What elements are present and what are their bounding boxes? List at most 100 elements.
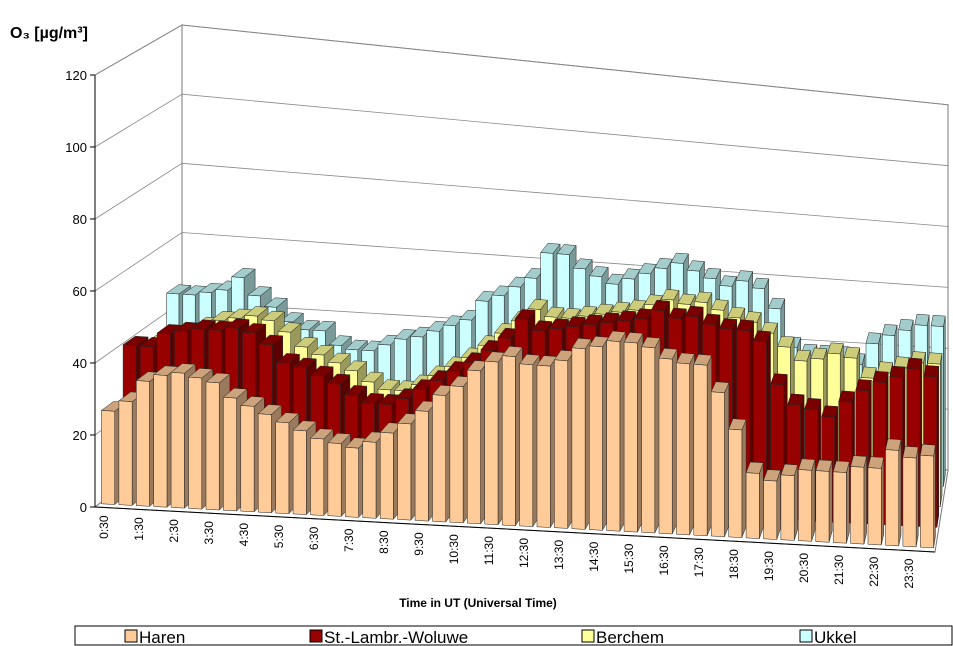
bar-side: [915, 447, 919, 547]
bar-side: [863, 456, 867, 545]
bar: [780, 463, 799, 541]
bar: [571, 337, 592, 531]
bar-side: [776, 470, 781, 540]
x-tick-label: 19:30: [762, 551, 776, 581]
x-tick-label: 9:30: [412, 532, 426, 556]
bar-front: [850, 466, 865, 545]
bar-front: [641, 346, 656, 534]
bar-front: [815, 470, 830, 543]
bar-front: [780, 474, 795, 541]
bar-front: [554, 359, 568, 529]
bar-front: [205, 381, 220, 511]
x-axis: [94, 506, 936, 553]
legend-label: St.-Lambr.-Woluwe: [324, 628, 468, 646]
bar-front: [449, 385, 464, 524]
bar-top: [930, 315, 946, 327]
bar-top: [850, 455, 867, 468]
bar: [623, 332, 644, 533]
bar-top: [881, 324, 898, 336]
x-tick-label: 14:30: [587, 541, 601, 571]
bar: [920, 443, 936, 549]
bar: [536, 355, 558, 529]
x-tick-label: 10:30: [447, 534, 461, 564]
y-tick-label: 80: [73, 212, 87, 227]
bar-front: [536, 364, 551, 528]
bar-side: [898, 439, 902, 546]
bar-top: [843, 346, 861, 359]
x-tick-label: 13:30: [552, 540, 566, 570]
x-tick-label: 12:30: [517, 538, 531, 568]
y-tick-label: 40: [73, 356, 87, 371]
bar-front: [676, 362, 690, 536]
legend-label: Berchem: [596, 628, 664, 646]
x-tick-label: 17:30: [692, 547, 706, 577]
bar-top: [885, 438, 902, 451]
bar-side: [939, 353, 943, 507]
bar-front: [745, 472, 760, 539]
x-tick-label: 20:30: [797, 553, 811, 583]
bar-front: [379, 432, 394, 520]
bar-front: [571, 347, 586, 530]
bar-front: [798, 469, 812, 542]
legend-swatch: [124, 629, 138, 643]
bar-side: [741, 419, 747, 538]
bar-front: [728, 428, 743, 538]
y-tick-label: 0: [80, 500, 87, 515]
bar-front: [327, 442, 342, 517]
grid-line: [94, 93, 949, 167]
grid-line: [94, 24, 949, 106]
bar: [867, 456, 885, 546]
bar-front: [275, 421, 290, 514]
bar-front: [118, 400, 133, 506]
x-tick-label: 5:30: [272, 525, 286, 549]
bar-front: [658, 357, 673, 535]
bar: [641, 336, 661, 534]
bar: [676, 352, 695, 536]
bar: [588, 336, 609, 532]
bar-front: [693, 363, 708, 537]
x-tick-label: 3:30: [202, 521, 216, 545]
bar-top: [838, 390, 855, 403]
x-tick-label: 0:30: [97, 515, 111, 539]
bar-side: [759, 462, 764, 539]
bar-side: [943, 316, 946, 487]
x-tick-label: 7:30: [342, 528, 356, 552]
legend-label: Ukkel: [814, 628, 857, 646]
bar-front: [153, 374, 168, 508]
bar-front: [832, 471, 847, 544]
legend-label: Haren: [139, 628, 185, 646]
bar-top: [867, 456, 885, 469]
bar-front: [710, 391, 725, 537]
bar: [745, 461, 764, 539]
bar: [728, 418, 747, 538]
bar-front: [885, 449, 899, 547]
legend-box: [74, 625, 953, 646]
bar-front: [188, 376, 203, 510]
bar: [606, 330, 627, 532]
legend-swatch: [581, 629, 595, 643]
bar-side: [881, 457, 885, 546]
bar: [763, 469, 781, 540]
bar-top: [865, 332, 882, 345]
bar-front: [467, 369, 481, 525]
bar-side: [846, 461, 850, 544]
bar: [815, 459, 833, 543]
bar-front: [501, 355, 516, 526]
bar-front: [414, 410, 429, 522]
x-tick-label: 8:30: [377, 530, 391, 554]
bar: [553, 349, 575, 530]
bar-front: [310, 437, 325, 516]
bar: [710, 381, 730, 537]
bar-top: [902, 446, 919, 459]
y-tick-label: 120: [65, 68, 87, 83]
bar-top: [855, 379, 872, 392]
bar-front: [345, 447, 359, 518]
bar-front: [257, 413, 272, 514]
x-tick-label: 2:30: [167, 519, 181, 543]
bar: [885, 438, 902, 547]
bar-front: [902, 456, 917, 548]
x-tick-label: 6:30: [307, 526, 321, 550]
x-tick-label: 23:30: [902, 558, 916, 588]
x-tick-label: 18:30: [727, 549, 741, 579]
